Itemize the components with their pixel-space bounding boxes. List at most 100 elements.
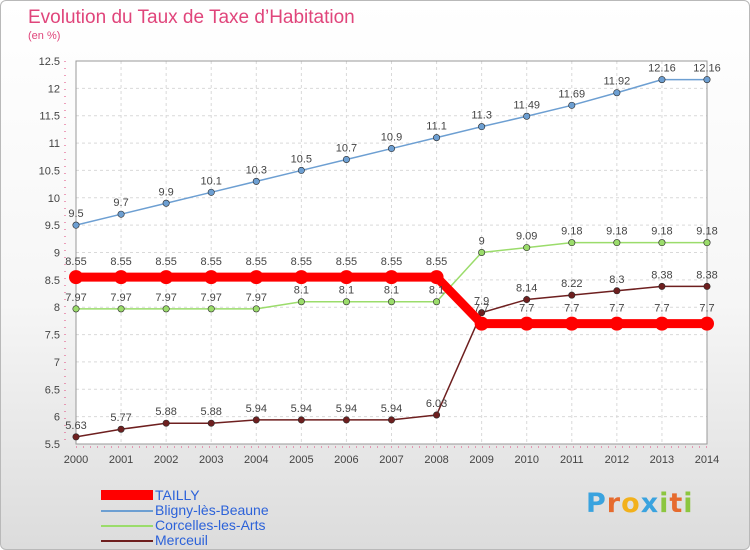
legend-swatch-corcelles-les-arts — [101, 525, 153, 527]
x-tick-label: 2004 — [244, 454, 268, 466]
y-tick-label: 7 — [54, 357, 60, 369]
data-point-merceuil — [658, 282, 666, 290]
data-label-tailly: 7.7 — [519, 303, 534, 315]
legend-label-bligny-les-beaune: Bligny-lès-Beaune — [155, 502, 269, 518]
data-point-tailly — [654, 316, 669, 331]
y-tick-label: 11.5 — [39, 111, 60, 123]
logo-letter: t — [669, 488, 684, 519]
legend-swatch-bligny-les-beaune — [101, 510, 153, 512]
data-point-tailly — [519, 316, 534, 331]
legend-label-merceuil: Merceuil — [155, 532, 208, 548]
data-label-corcelles-les-arts: 9.18 — [696, 226, 717, 238]
x-tick-label: 2007 — [379, 454, 403, 466]
data-label-tailly: 7.7 — [474, 303, 489, 315]
data-point-corcelles-les-arts — [387, 298, 395, 306]
data-point-bligny-les-beaune — [252, 177, 260, 185]
y-tick-label: 11 — [49, 138, 60, 150]
data-point-tailly — [339, 270, 354, 285]
data-point-corcelles-les-arts — [703, 239, 711, 247]
data-label-merceuil: 5.63 — [65, 420, 86, 432]
data-point-corcelles-les-arts — [342, 298, 350, 306]
proxiti-logo: Proxiti — [586, 488, 694, 519]
x-tick-label: 2008 — [424, 454, 448, 466]
data-point-corcelles-les-arts — [568, 239, 576, 247]
data-point-corcelles-les-arts — [478, 249, 486, 257]
data-label-corcelles-les-arts: 9.18 — [606, 226, 627, 238]
x-tick-label: 2006 — [334, 454, 358, 466]
legend-label-tailly: TAILLY — [155, 487, 200, 503]
data-point-merceuil — [387, 416, 395, 424]
logo-letter: i — [683, 488, 694, 519]
data-label-corcelles-les-arts: 7.97 — [246, 292, 267, 304]
y-tick-label: 9.5 — [45, 220, 60, 232]
logo-letter: r — [606, 488, 622, 519]
data-label-bligny-les-beaune: 12.16 — [648, 63, 676, 75]
y-tick-label: 8.5 — [45, 275, 60, 287]
data-point-merceuil — [297, 416, 305, 424]
data-label-merceuil: 5.88 — [155, 406, 176, 418]
data-label-bligny-les-beaune: 10.3 — [246, 164, 267, 176]
data-point-corcelles-les-arts — [207, 305, 215, 313]
data-point-tailly — [474, 316, 489, 331]
data-point-merceuil — [342, 416, 350, 424]
data-label-merceuil: 8.38 — [696, 269, 717, 281]
data-point-bligny-les-beaune — [342, 155, 350, 163]
data-label-merceuil: 8.22 — [561, 278, 582, 290]
data-label-tailly: 7.7 — [564, 303, 579, 315]
data-point-bligny-les-beaune — [207, 188, 215, 196]
data-label-bligny-les-beaune: 10.9 — [381, 132, 402, 144]
data-label-bligny-les-beaune: 10.1 — [201, 175, 222, 187]
data-label-bligny-les-beaune: 10.7 — [336, 142, 357, 154]
data-point-corcelles-les-arts — [252, 305, 260, 313]
data-label-merceuil: 8.38 — [651, 269, 672, 281]
y-tick-label: 6.5 — [45, 384, 60, 396]
data-point-merceuil — [72, 433, 80, 441]
data-label-corcelles-les-arts: 9 — [479, 236, 485, 248]
data-label-corcelles-les-arts: 8.1 — [339, 285, 354, 297]
legend-label-corcelles-les-arts: Corcelles-les-Arts — [155, 517, 266, 533]
data-label-bligny-les-beaune: 10.5 — [291, 153, 312, 165]
data-point-corcelles-les-arts — [613, 239, 621, 247]
data-label-bligny-les-beaune: 11.1 — [426, 121, 447, 133]
x-tick-label: 2011 — [560, 454, 584, 466]
data-point-merceuil — [433, 411, 441, 419]
data-label-merceuil: 7.9 — [474, 296, 489, 308]
data-label-bligny-les-beaune: 9.5 — [68, 208, 83, 220]
x-tick-label: 2009 — [469, 454, 493, 466]
data-point-bligny-les-beaune — [387, 145, 395, 153]
x-tick-label: 2002 — [154, 454, 178, 466]
data-point-tailly — [609, 316, 624, 331]
x-tick-label: 2012 — [605, 454, 629, 466]
data-label-merceuil: 8.3 — [609, 274, 624, 286]
data-label-corcelles-les-arts: 9.18 — [651, 226, 672, 238]
logo-letter: o — [621, 488, 641, 519]
data-point-bligny-les-beaune — [478, 123, 486, 131]
data-label-tailly: 8.55 — [291, 256, 312, 268]
y-tick-label: 9 — [54, 248, 60, 260]
data-point-tailly — [429, 270, 444, 285]
data-label-tailly: 7.7 — [609, 303, 624, 315]
data-point-bligny-les-beaune — [613, 89, 621, 97]
x-tick-label: 2003 — [199, 454, 223, 466]
data-point-merceuil — [117, 425, 125, 433]
data-point-corcelles-les-arts — [433, 298, 441, 306]
legend-swatch-tailly — [101, 490, 153, 500]
logo-letter: x — [640, 488, 660, 519]
data-label-corcelles-les-arts: 9.18 — [561, 226, 582, 238]
data-point-bligny-les-beaune — [117, 210, 125, 218]
data-point-tailly — [700, 316, 714, 331]
data-point-tailly — [384, 270, 399, 285]
x-tick-label: 2013 — [650, 454, 674, 466]
y-tick-label: 10 — [48, 193, 60, 205]
data-label-merceuil: 5.94 — [336, 403, 357, 415]
data-label-corcelles-les-arts: 8.1 — [294, 285, 309, 297]
data-point-tailly — [159, 270, 174, 285]
data-point-bligny-les-beaune — [568, 101, 576, 109]
data-label-corcelles-les-arts: 7.97 — [110, 292, 131, 304]
data-label-tailly: 8.55 — [155, 256, 176, 268]
data-point-corcelles-les-arts — [523, 244, 531, 252]
y-tick-label: 10.5 — [39, 165, 60, 177]
y-tick-label: 6 — [54, 412, 60, 424]
